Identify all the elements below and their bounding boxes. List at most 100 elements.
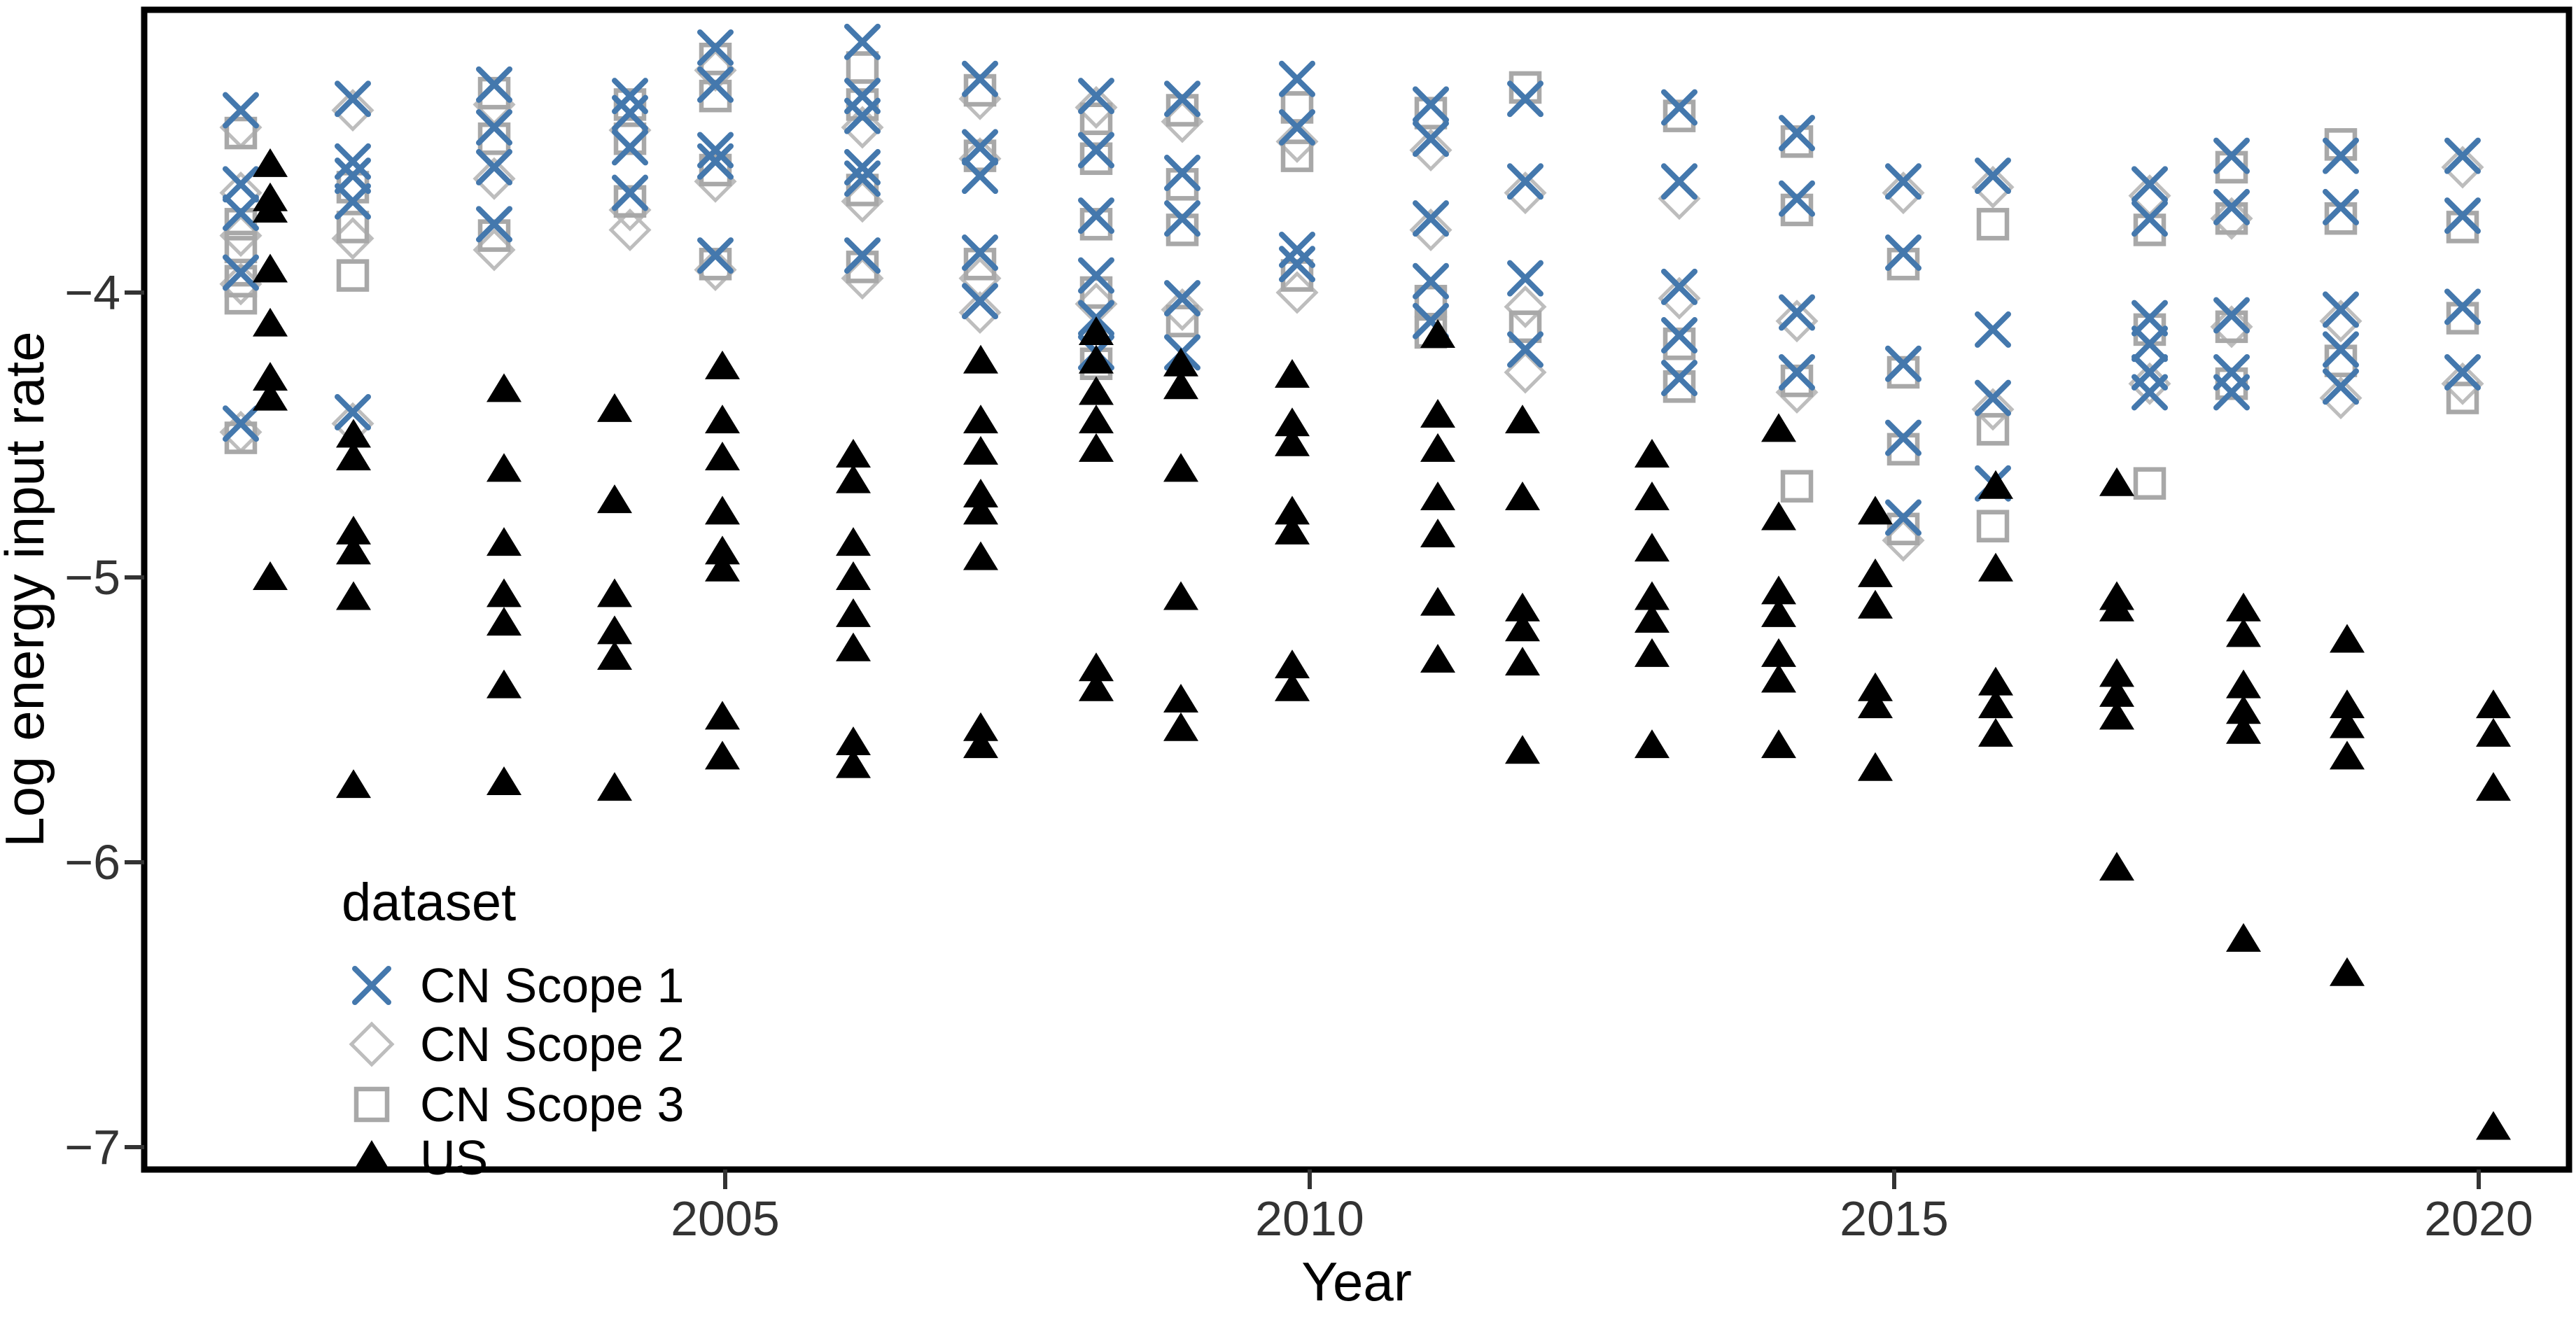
data-point [1079, 376, 1114, 405]
data-point [2132, 200, 2168, 237]
x-axis: 2005 2010 2015 2020 [671, 1170, 2533, 1246]
data-point [1163, 347, 1198, 377]
data-point [2476, 1111, 2511, 1140]
data-point [1414, 97, 1448, 129]
data-point [1275, 650, 1310, 679]
data-point [2323, 368, 2359, 405]
data-point [1164, 155, 1200, 192]
data-point [1079, 208, 1113, 241]
data-point [836, 561, 871, 590]
data-point [1658, 276, 1701, 320]
data-point [963, 344, 998, 374]
data-point [335, 393, 371, 430]
data-point [253, 148, 288, 177]
data-point [836, 726, 871, 756]
data-point [2213, 137, 2250, 174]
data-point [2330, 957, 2365, 986]
data-point [2099, 852, 2134, 881]
data-point [608, 208, 652, 251]
data-point [1079, 316, 1114, 345]
data-point [1280, 139, 1314, 172]
data-point [1279, 60, 1315, 97]
data-point [597, 484, 632, 514]
data-point [962, 234, 998, 272]
data-point [2099, 467, 2134, 496]
data-point [705, 405, 740, 434]
data-point [1978, 552, 2013, 582]
data-point [331, 88, 374, 132]
data-point [253, 253, 288, 283]
data-point [253, 381, 288, 411]
data-point [597, 772, 632, 801]
data-point [597, 615, 632, 645]
data-point [1975, 379, 2011, 416]
data-point [2226, 922, 2261, 952]
data-point [2133, 467, 2166, 500]
data-point [336, 419, 371, 448]
data-point [836, 527, 871, 556]
data-point [1280, 91, 1314, 124]
data-point [336, 769, 371, 799]
data-point [697, 29, 734, 66]
data-point [1508, 310, 1542, 344]
data-point [1634, 581, 1670, 610]
data-point [2319, 377, 2362, 420]
data-point [486, 607, 522, 636]
data-point [1858, 689, 1893, 719]
data-point [1978, 666, 2013, 696]
data-point [1978, 689, 2013, 719]
data-point [963, 139, 997, 172]
data-point [223, 254, 259, 291]
data-point [705, 350, 740, 379]
legend-item-label: CN Scope 3 [420, 1077, 684, 1132]
data-point [1882, 171, 1925, 215]
data-point [2226, 618, 2261, 647]
data-point [2441, 146, 2484, 189]
y-tick-label: −7 [64, 1120, 120, 1174]
data-point [844, 148, 881, 185]
data-point [836, 632, 871, 661]
data-point [836, 749, 871, 778]
data-point [963, 496, 998, 525]
data-point [1078, 197, 1114, 234]
data-point [1420, 644, 1455, 673]
data-point [486, 578, 522, 608]
data-point [1161, 288, 1204, 331]
data-point [1078, 132, 1114, 169]
data-point [1275, 496, 1310, 525]
data-point [486, 766, 522, 796]
data-point [336, 442, 371, 471]
data-point [2213, 374, 2250, 411]
data-point [2330, 709, 2365, 738]
data-point [962, 60, 998, 97]
data-point [1976, 510, 2010, 542]
legend-item: CN Scope 1 [352, 958, 684, 1013]
data-point [1275, 407, 1310, 437]
data-point [1634, 438, 1670, 468]
data-point [1978, 470, 2013, 499]
data-point [2099, 701, 2134, 730]
data-point [1413, 200, 1449, 237]
data-point [224, 116, 258, 150]
data-point [1507, 260, 1544, 297]
data-point [1885, 163, 1921, 200]
data-point [2319, 300, 2362, 343]
data-points [219, 23, 2511, 1140]
data-point [841, 106, 884, 149]
data-point [963, 405, 998, 434]
data-point [1858, 752, 1893, 781]
data-point [486, 527, 522, 556]
data-point [2132, 166, 2168, 203]
data-point [224, 230, 258, 264]
data-point [1504, 171, 1547, 215]
data-point [597, 393, 632, 422]
data-point [1505, 592, 1540, 622]
data-point [1780, 470, 1814, 503]
data-point [1275, 515, 1310, 545]
data-point [224, 281, 258, 315]
data-point [1078, 78, 1114, 115]
x-tick-label: 2020 [2424, 1191, 2533, 1246]
data-point [1661, 89, 1698, 126]
data-point [2446, 381, 2479, 414]
